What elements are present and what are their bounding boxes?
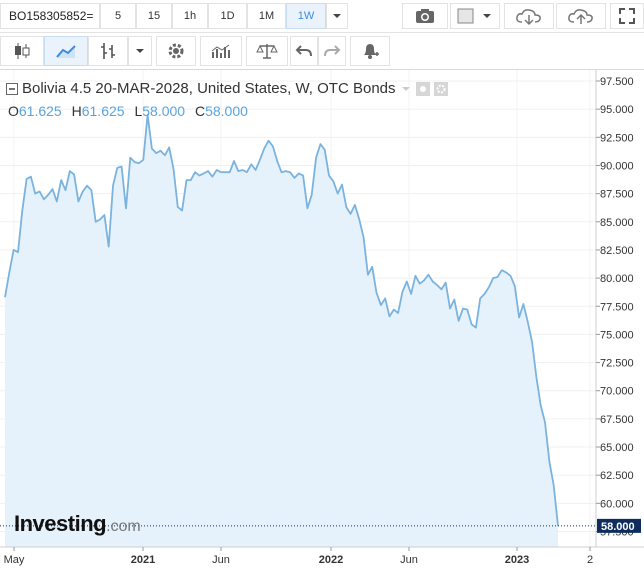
x-tick-label: May [4, 554, 25, 566]
y-tick-label: 75.000 [600, 329, 634, 341]
timeframe-1d[interactable]: 1D [208, 3, 247, 29]
y-tick-label: 82.500 [600, 245, 634, 257]
color-box-icon [457, 8, 491, 24]
eye-icon[interactable] [415, 81, 430, 96]
gear-icon[interactable] [433, 81, 448, 96]
redo-button[interactable] [318, 36, 346, 66]
timeframe-dropdown[interactable] [326, 3, 348, 29]
x-tick-label: Jun [400, 554, 418, 566]
timeframe-5[interactable]: 5 [100, 3, 136, 29]
y-tick-label: 77.500 [600, 301, 634, 313]
download-button[interactable] [504, 3, 554, 29]
top-toolbar: BO158305852= 5 15 1h 1D 1M 1W [0, 0, 644, 33]
chart-type-dropdown[interactable] [128, 36, 152, 66]
instrument-title: Bolivia 4.5 20-MAR-2028, United States, … [22, 80, 396, 97]
price-axis[interactable]: 97.500 95.000 92.500 90.000 87.500 85.000 82.5… [596, 76, 634, 539]
fullscreen-icon [619, 8, 635, 24]
time-axis[interactable]: May 2021 Jun 2022 Jun 2023 2 [4, 547, 593, 566]
open-value: 61.625 [18, 103, 62, 119]
ohlc-values: O61.625 H61.625 L58.000 C58.000 [8, 103, 254, 119]
line-chart-icon [56, 45, 76, 58]
screenshot-button[interactable] [402, 3, 448, 29]
indicators-icon [211, 44, 230, 58]
y-tick-label: 80.000 [600, 273, 634, 285]
y-tick-label: 65.000 [600, 442, 634, 454]
timeframe-1m[interactable]: 1M [247, 3, 286, 29]
dropdown-icon [136, 49, 144, 53]
y-tick-label: 95.000 [600, 104, 634, 116]
timeframe-1h[interactable]: 1h [172, 3, 208, 29]
logo-suffix: .com [106, 518, 141, 535]
high-value: 61.625 [81, 103, 125, 119]
y-tick-label: 72.500 [600, 358, 634, 370]
y-tick-label: 87.500 [600, 189, 634, 201]
drawing-toolbar [0, 34, 644, 70]
price-chart[interactable]: 97.500 95.000 92.500 90.000 87.500 85.000 82.5… [0, 70, 644, 569]
timeframe-15[interactable]: 15 [136, 3, 172, 29]
y-tick-label: 70.000 [600, 386, 634, 398]
y-tick-label: 90.000 [600, 160, 634, 172]
chevron-down-icon[interactable] [400, 84, 412, 94]
y-tick-label: 67.500 [600, 414, 634, 426]
alert-bell-icon [364, 44, 379, 59]
cloud-download-icon [516, 9, 541, 26]
color-picker-button[interactable] [450, 3, 500, 29]
x-tick-label: 2 [587, 554, 593, 566]
collapse-icon[interactable] [6, 82, 18, 95]
bars-button[interactable] [88, 36, 128, 66]
y-tick-label: 97.500 [600, 76, 634, 88]
y-tick-label: 60.000 [600, 498, 634, 510]
y-tick-label: 92.500 [600, 132, 634, 144]
investing-logo: Investing.com [14, 511, 141, 537]
gear-icon [168, 43, 184, 59]
undo-button[interactable] [290, 36, 318, 66]
low-label: L [134, 103, 143, 119]
y-tick-label: 85.000 [600, 217, 634, 229]
chart-legend-title: Bolivia 4.5 20-MAR-2028, United States, … [6, 80, 448, 97]
last-price-tag: 58.000 [597, 518, 641, 533]
settings-button[interactable] [156, 36, 196, 66]
alert-button[interactable] [350, 36, 390, 66]
last-price-tag-box [597, 518, 641, 533]
price-area [5, 114, 558, 548]
x-tick-label: 2023 [505, 554, 529, 566]
last-price-value: 58.000 [601, 521, 635, 533]
close-value: 58.000 [205, 103, 248, 119]
redo-icon [324, 45, 341, 57]
bars-icon [101, 43, 115, 59]
compare-button[interactable] [246, 36, 288, 66]
close-label: C [194, 103, 206, 119]
x-tick-label: Jun [212, 554, 230, 566]
candles-button[interactable] [0, 36, 44, 66]
candles-icon [15, 43, 30, 59]
symbol-field[interactable]: BO158305852= [0, 3, 100, 29]
high-label: H [71, 103, 82, 119]
timeframe-1w[interactable]: 1W [286, 3, 326, 29]
x-tick-label: 2021 [131, 554, 155, 566]
undo-icon [295, 45, 312, 57]
indicators-button[interactable] [200, 36, 242, 66]
camera-icon [416, 9, 434, 23]
price-line [4, 113, 559, 526]
line-chart-button[interactable] [44, 36, 88, 66]
open-label: O [8, 103, 19, 119]
cloud-upload-icon [568, 9, 593, 24]
logo-name: Investing [14, 511, 107, 536]
upload-button[interactable] [556, 3, 606, 29]
scales-icon [256, 44, 278, 59]
fullscreen-button[interactable] [610, 3, 644, 29]
y-tick-label: 62.500 [600, 470, 634, 482]
low-value: 58.000 [142, 103, 186, 119]
chevron-down-icon [333, 14, 341, 18]
x-tick-label: 2022 [319, 554, 343, 566]
